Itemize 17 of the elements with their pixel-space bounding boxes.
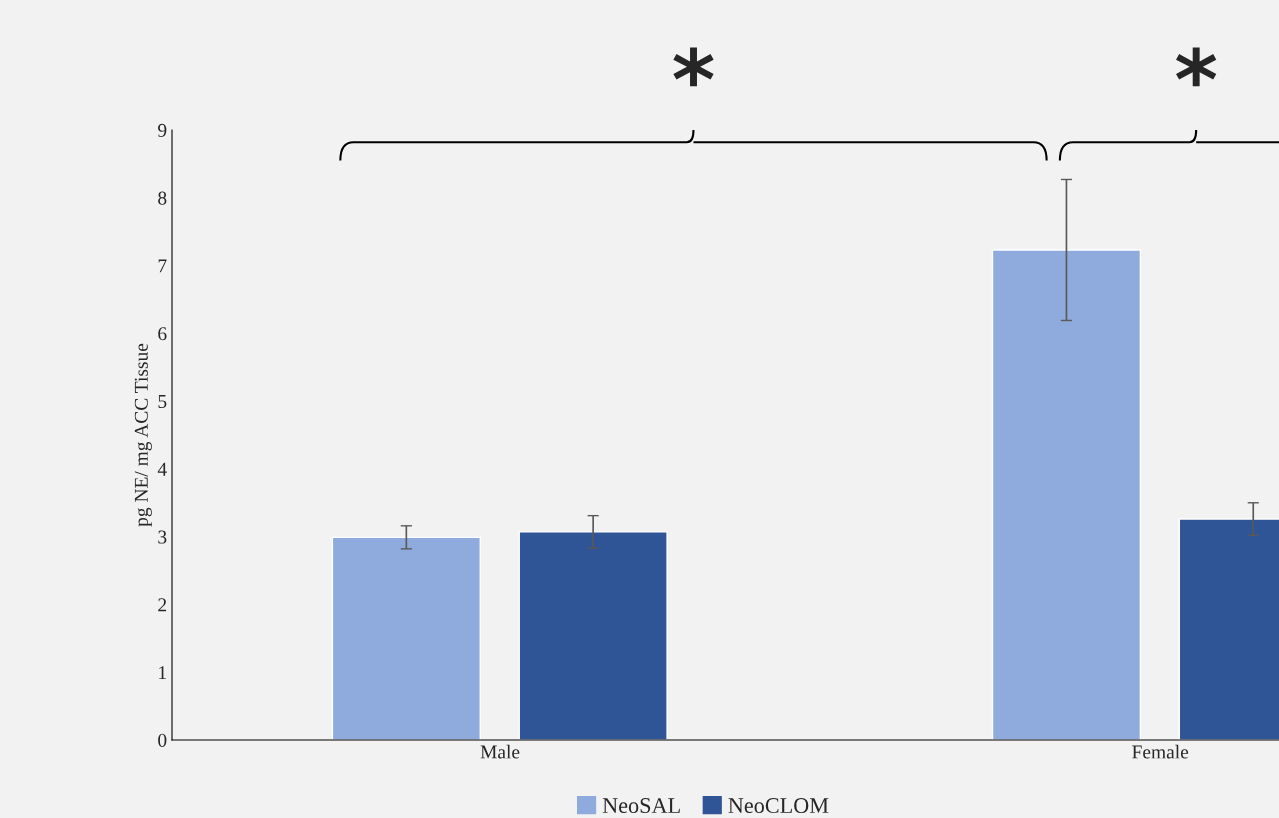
x-tick-label: Male xyxy=(480,744,520,759)
y-axis-title: pg NE/ mg ACC Tissue xyxy=(134,343,152,527)
legend-label: NeoCLOM xyxy=(728,798,829,814)
y-tick-label: 0 xyxy=(158,733,167,747)
y-tick-label: 2 xyxy=(158,598,167,612)
y-tick-label: 4 xyxy=(157,462,167,476)
y-tick-label: 5 xyxy=(158,395,167,409)
y-tick-label: 9 xyxy=(158,123,167,137)
text: * xyxy=(1176,47,1217,87)
y-tick-label: 1 xyxy=(159,666,166,679)
y-tick-label: 6 xyxy=(158,327,167,341)
y-tick-label: 3 xyxy=(158,530,167,544)
y-tick-label: 7 xyxy=(158,259,167,273)
legend-label: NeoSAL xyxy=(602,798,680,814)
text: * xyxy=(673,47,714,87)
y-tick-label: 8 xyxy=(158,191,167,205)
x-tick-label: Female xyxy=(1132,744,1189,759)
